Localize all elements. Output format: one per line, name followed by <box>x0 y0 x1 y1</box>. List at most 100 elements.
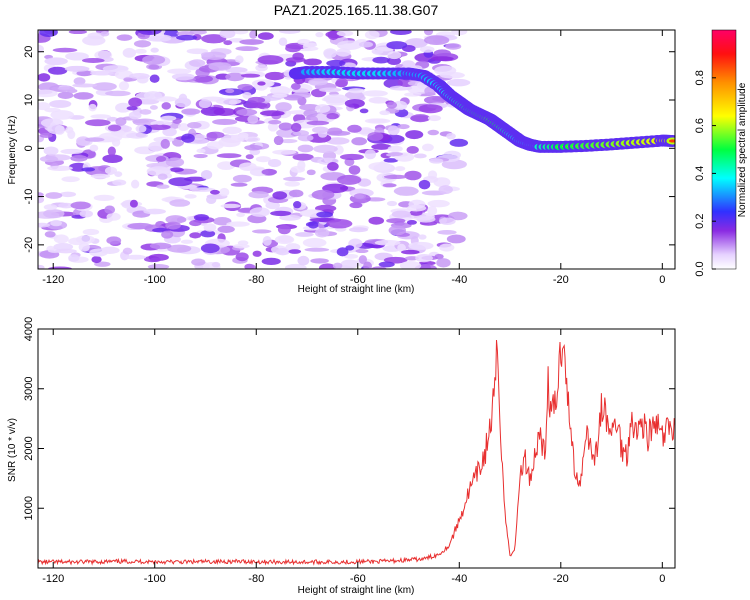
noise-blob <box>107 146 116 156</box>
noise-blob <box>133 40 152 48</box>
noise-blob <box>38 222 51 228</box>
noise-blob <box>167 68 192 75</box>
noise-blob <box>408 199 426 209</box>
noise-blob <box>82 35 106 46</box>
noise-blob <box>406 146 419 154</box>
noise-blob <box>347 88 365 94</box>
noise-blob <box>165 221 181 230</box>
noise-blob <box>48 66 68 75</box>
noise-blob <box>368 96 389 104</box>
noise-blob <box>206 131 225 139</box>
noise-blob <box>397 124 410 130</box>
noise-blob <box>249 30 258 39</box>
noise-blob <box>255 156 271 163</box>
noise-blob <box>257 55 284 65</box>
noise-blob <box>191 258 206 266</box>
noise-blob <box>114 171 123 177</box>
noise-blob <box>89 144 99 152</box>
spectrogram-noise <box>38 30 471 269</box>
noise-blob <box>326 127 343 136</box>
noise-blob <box>174 97 192 108</box>
noise-blob <box>311 126 329 134</box>
noise-blob <box>43 209 65 219</box>
noise-blob <box>73 77 86 86</box>
noise-blob <box>295 232 314 237</box>
noise-blob <box>418 179 431 190</box>
noise-blob <box>64 65 90 72</box>
noise-blob <box>149 257 161 263</box>
noise-blob <box>235 46 259 52</box>
noise-blob <box>115 117 127 126</box>
noise-blob <box>288 249 302 254</box>
noise-blob <box>90 70 114 76</box>
noise-blob <box>192 75 213 83</box>
noise-blob <box>201 34 227 44</box>
noise-blob <box>386 218 406 224</box>
noise-blob <box>257 81 266 86</box>
noise-blob <box>50 110 75 120</box>
noise-blob <box>247 114 259 124</box>
noise-blob <box>304 247 330 252</box>
x-tick-label: -80 <box>248 274 264 286</box>
noise-blob <box>223 40 233 46</box>
x-tick-label: -120 <box>42 274 64 286</box>
noise-blob <box>78 242 90 252</box>
noise-blob <box>332 262 343 269</box>
noise-blob <box>185 215 197 221</box>
x-tick-label: 0 <box>659 573 665 585</box>
noise-blob <box>106 116 119 122</box>
noise-blob <box>272 191 288 200</box>
noise-blob <box>427 199 450 208</box>
noise-blob <box>90 173 110 179</box>
noise-blob <box>379 110 391 116</box>
noise-blob <box>211 261 221 268</box>
noise-blob <box>405 130 424 140</box>
noise-blob <box>230 182 248 187</box>
noise-blob <box>311 189 335 200</box>
noise-blob <box>38 192 44 197</box>
noise-blob <box>48 266 72 269</box>
noise-blob <box>371 49 384 54</box>
noise-blob <box>349 202 363 209</box>
noise-blob <box>160 115 177 121</box>
noise-blob <box>383 174 408 179</box>
noise-blob <box>260 110 285 117</box>
noise-blob <box>394 166 406 172</box>
noise-blob <box>418 104 443 114</box>
noise-blob <box>196 148 206 154</box>
noise-blob <box>386 101 398 109</box>
noise-blob <box>232 174 252 183</box>
noise-blob <box>81 57 105 64</box>
noise-blob <box>433 49 451 57</box>
noise-blob <box>274 235 295 245</box>
y-tick-label: 0 <box>23 145 35 151</box>
x-tick-label: -60 <box>350 274 366 286</box>
noise-blob <box>423 95 447 105</box>
x-tick-label: -60 <box>350 573 366 585</box>
noise-blob <box>189 59 206 67</box>
noise-blob <box>268 119 282 125</box>
noise-blob <box>65 126 74 134</box>
noise-blob <box>129 72 150 80</box>
noise-blob <box>383 158 399 163</box>
noise-blob <box>200 243 220 254</box>
noise-blob <box>68 30 88 35</box>
x-tick-label: -100 <box>144 274 166 286</box>
noise-blob <box>404 170 422 181</box>
noise-blob <box>356 95 366 101</box>
noise-blob <box>367 118 387 123</box>
noise-blob <box>270 85 291 96</box>
noise-blob <box>416 215 436 223</box>
noise-blob <box>438 185 453 195</box>
noise-blob <box>316 211 334 218</box>
noise-blob <box>123 77 133 82</box>
noise-blob <box>419 46 435 53</box>
noise-blob <box>264 71 285 81</box>
noise-blob <box>126 106 138 111</box>
noise-blob <box>72 83 98 88</box>
snr-x-label: Height of straight line (km) <box>298 585 415 596</box>
noise-blob <box>273 135 284 146</box>
noise-blob <box>246 102 268 109</box>
noise-blob <box>277 225 291 235</box>
noise-blob <box>439 243 455 252</box>
